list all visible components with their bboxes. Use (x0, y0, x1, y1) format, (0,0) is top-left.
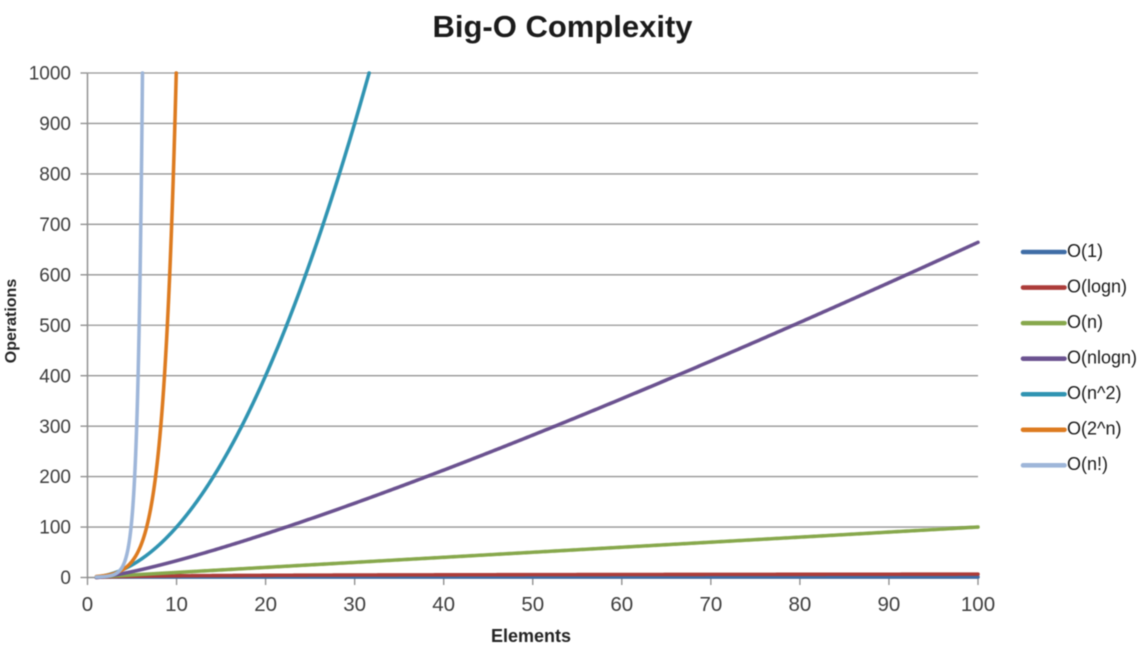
axes (80, 72, 979, 585)
legend-label-o-n-2: O(n^2) (1067, 383, 1121, 403)
legend-item-o-logn: O(logn) (1020, 276, 1127, 296)
legend-label-o-1: O(1) (1067, 241, 1103, 261)
y-tick-label: 500 (39, 316, 71, 337)
y-tick-label: 600 (39, 265, 71, 286)
legend-item-o-2-n: O(2^n) (1020, 419, 1121, 439)
y-tick-label: 0 (60, 568, 71, 589)
y-tick-label: 800 (39, 165, 71, 186)
x-tick-label: 30 (343, 593, 366, 616)
legend-label-o-logn: O(logn) (1067, 276, 1127, 296)
x-tick-label: 0 (82, 593, 93, 616)
legend: O(1) O(logn) O(n) O(nlogn) O(n^2) O(2^n) O(n!) (1020, 241, 1137, 474)
y-tick-label: 700 (39, 215, 71, 236)
x-tick-label: 40 (432, 593, 455, 616)
y-axis-title: Operations (3, 279, 20, 364)
legend-item-o-nlogn: O(nlogn) (1020, 347, 1137, 367)
y-tick-label: 1000 (29, 64, 71, 85)
x-tick-label: 100 (961, 593, 995, 616)
legend-item-o-n-2: O(n^2) (1020, 383, 1121, 403)
legend-label-o-n: O(n!) (1067, 454, 1108, 474)
x-axis-title: Elements (491, 626, 571, 646)
y-tick-label: 200 (39, 467, 71, 488)
legend-item-o-1: O(1) (1020, 241, 1103, 261)
x-tick-label: 80 (788, 593, 811, 616)
legend-item-o-n: O(n) (1020, 312, 1103, 332)
x-tick-label: 60 (610, 593, 633, 616)
series-line-o-nlogn (94, 240, 980, 580)
legend-label-o-nlogn: O(nlogn) (1067, 347, 1137, 367)
legend-label-o-2-n: O(2^n) (1067, 419, 1121, 439)
y-tick-label: 400 (39, 366, 71, 387)
gridlines (87, 72, 978, 528)
y-tick-label: 300 (39, 417, 71, 438)
legend-label-o-n: O(n) (1067, 312, 1103, 332)
series-line-o-n (94, 525, 980, 579)
x-tick-label: 20 (254, 593, 277, 616)
series-line-o-n (94, 71, 145, 579)
x-tick-label: 10 (165, 593, 188, 616)
x-tick-label: 50 (521, 593, 544, 616)
y-tick-label: 900 (39, 114, 71, 135)
chart-title: Big-O Complexity (432, 9, 693, 44)
x-tick-label: 90 (878, 593, 901, 616)
legend-item-o-n: O(n!) (1020, 454, 1108, 474)
x-tick-label: 70 (699, 593, 722, 616)
y-tick-label: 100 (39, 518, 71, 539)
series-lines (94, 71, 980, 580)
tick-labels: 0 100 200 300 400 500 600 700 800 900 1000 0 10 20 30 4… (29, 64, 995, 616)
